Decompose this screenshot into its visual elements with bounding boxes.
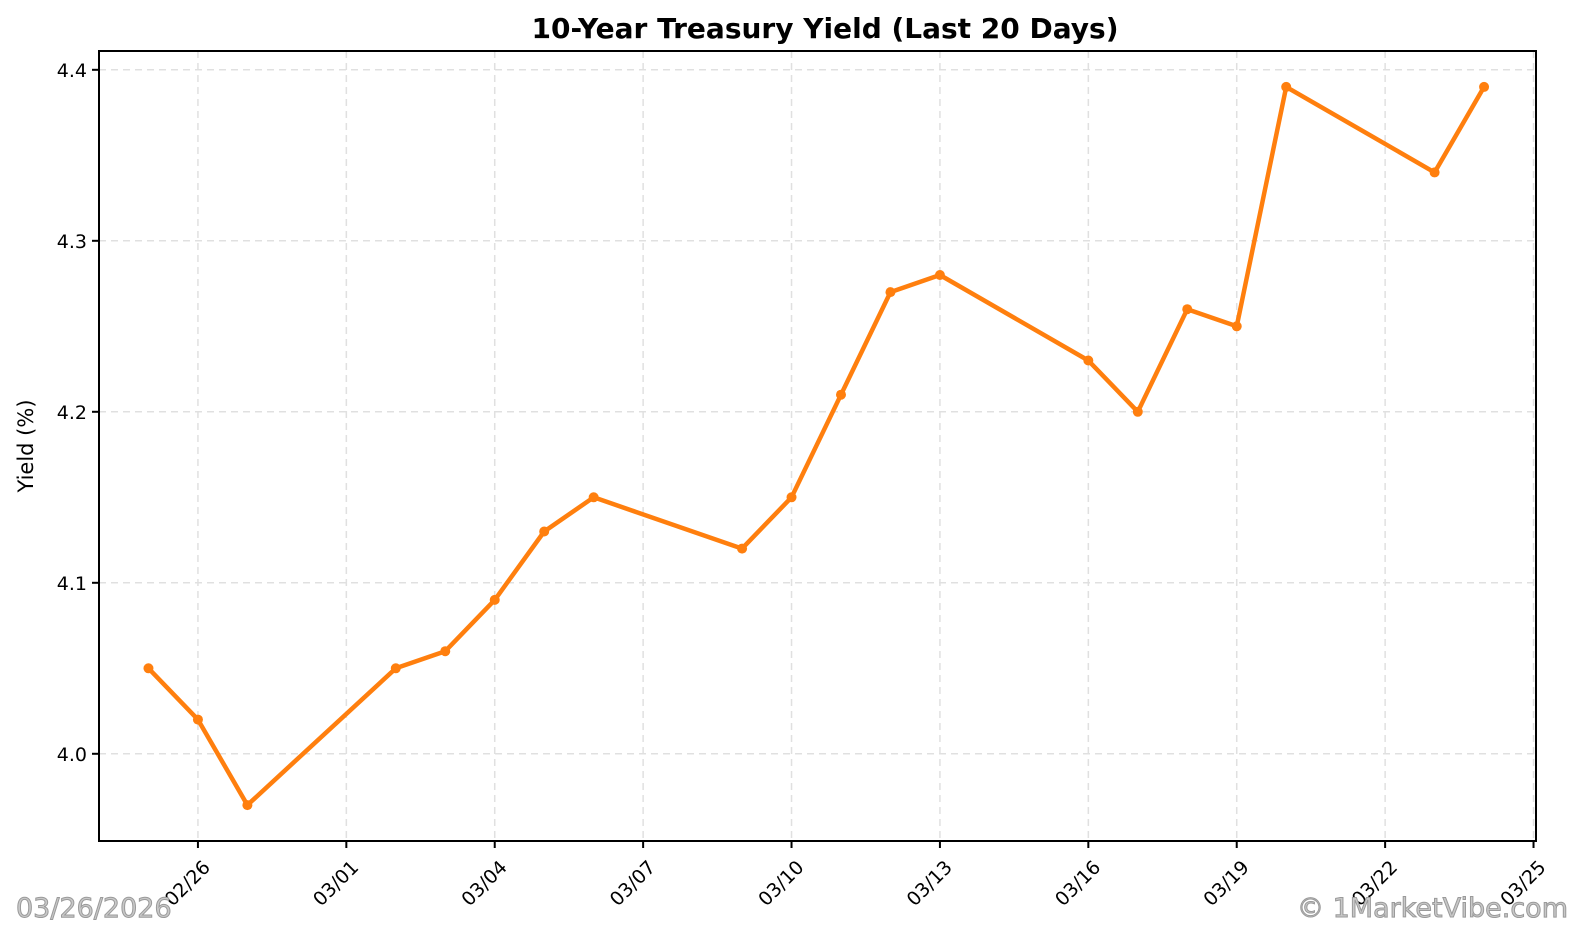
copyright-watermark: © 1MarketVibe.com [1297,893,1569,925]
data-point [835,389,846,400]
y-tick-label: 4.4 [57,60,87,82]
data-point [1182,304,1193,315]
x-tick-label: 03/04 [457,856,511,910]
x-tick-label: 03/10 [754,856,808,910]
data-point [143,663,154,674]
data-point [1429,167,1440,178]
series-line [146,84,1487,808]
data-point [1083,355,1094,366]
data-point [885,287,896,298]
data-point [440,646,451,657]
x-tick-label: 03/07 [606,856,660,910]
y-tick-label: 4.2 [57,402,87,424]
data-point [1281,81,1292,92]
data-point [489,594,500,605]
data-point [934,270,945,281]
data-point [1231,321,1242,332]
x-tick-label: 03/01 [309,856,363,910]
data-point [242,800,253,811]
x-tick-label: 03/19 [1199,856,1253,910]
data-series [143,81,1490,811]
data-point [390,663,401,674]
data-point [588,492,599,503]
plot-frame [98,50,1537,842]
y-tick-label: 4.0 [57,744,87,766]
y-axis: 4.0 4.1 4.2 4.3 4.4 [57,60,99,766]
data-point [1132,406,1143,417]
date-watermark: 03/26/2026 [16,893,173,925]
data-point [786,492,797,503]
data-point [1479,81,1490,92]
y-tick-label: 4.3 [57,231,87,253]
y-tick-label: 4.1 [57,573,87,595]
x-tick-label: 03/16 [1051,856,1105,910]
chart-title: 10-Year Treasury Yield (Last 20 Days) [531,12,1118,45]
data-point [539,526,550,537]
data-point [192,714,203,725]
data-point [737,543,748,554]
y-axis-label: Yield (%) [14,399,38,493]
x-tick-label: 03/13 [903,856,957,910]
